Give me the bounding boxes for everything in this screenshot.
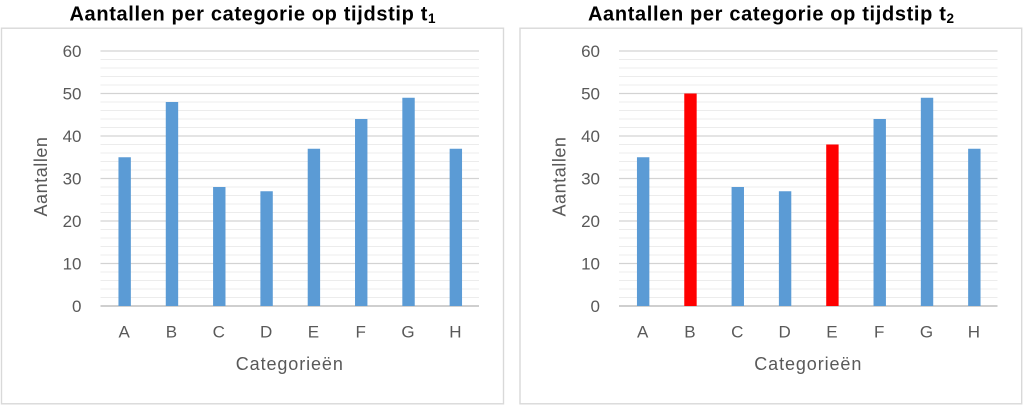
svg-text:10: 10 [581, 255, 600, 274]
svg-text:40: 40 [581, 127, 600, 146]
svg-text:E: E [826, 323, 837, 342]
svg-text:60: 60 [581, 42, 600, 61]
svg-text:D: D [778, 323, 790, 342]
svg-text:50: 50 [63, 85, 82, 104]
svg-text:10: 10 [63, 255, 82, 274]
svg-text:Aantallen: Aantallen [31, 136, 51, 216]
svg-text:F: F [874, 323, 884, 342]
svg-text:30: 30 [581, 170, 600, 189]
svg-text:40: 40 [63, 127, 82, 146]
svg-text:0: 0 [72, 297, 81, 316]
svg-text:Aantallen per categorie op tij: Aantallen per categorie op tijdstip t1 [69, 4, 436, 26]
svg-text:Categorieën: Categorieën [236, 354, 344, 374]
svg-text:30: 30 [63, 170, 82, 189]
svg-text:D: D [260, 323, 272, 342]
svg-text:Aantallen: Aantallen [550, 136, 570, 216]
svg-text:60: 60 [63, 42, 82, 61]
svg-text:B: B [684, 323, 695, 342]
svg-text:C: C [731, 323, 743, 342]
svg-text:F: F [356, 323, 366, 342]
svg-text:A: A [118, 323, 130, 342]
svg-text:B: B [166, 323, 177, 342]
svg-text:A: A [637, 323, 649, 342]
svg-text:H: H [968, 323, 980, 342]
svg-text:20: 20 [581, 212, 600, 231]
svg-text:C: C [213, 323, 225, 342]
svg-text:50: 50 [581, 85, 600, 104]
svg-text:20: 20 [63, 212, 82, 231]
svg-text:Categorieën: Categorieën [754, 354, 862, 374]
svg-text:H: H [449, 323, 461, 342]
svg-text:G: G [401, 323, 414, 342]
svg-text:0: 0 [591, 297, 600, 316]
svg-text:G: G [920, 323, 933, 342]
svg-text:Aantallen per categorie op tij: Aantallen per categorie op tijdstip t2 [588, 4, 954, 26]
svg-text:E: E [308, 323, 319, 342]
